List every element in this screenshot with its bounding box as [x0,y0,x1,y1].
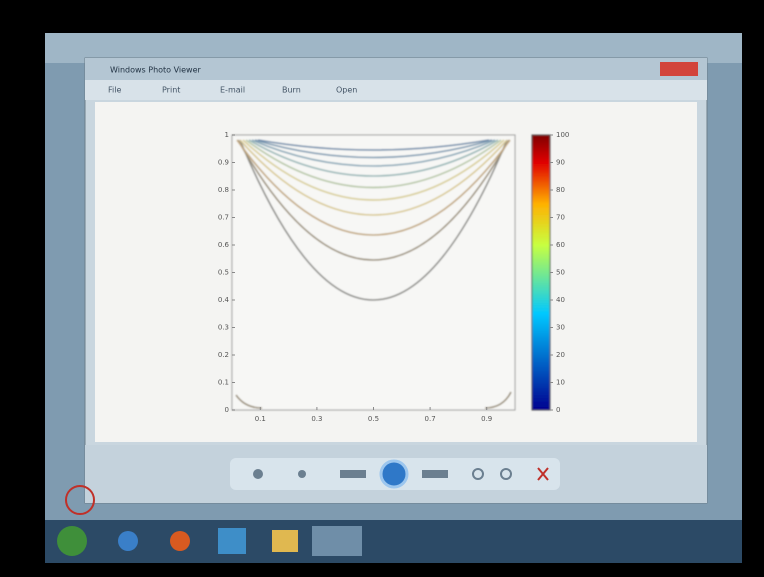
y-tick-label: 0.2 [218,351,229,359]
menu-item[interactable]: File [108,86,121,95]
menu-item[interactable]: E-mail [220,86,245,95]
app-icon[interactable] [218,528,246,554]
x-tick-label: 0.3 [311,415,322,423]
y-tick-label: 0.5 [218,269,229,277]
next-button[interactable] [422,470,448,478]
x-tick-label: 0.5 [368,415,379,423]
window-title: Windows Photo Viewer [110,66,202,75]
menu-item[interactable]: Open [336,86,357,95]
colorbar-tick-label: 70 [556,214,565,222]
close-button[interactable] [660,62,698,76]
previous-button[interactable] [340,470,366,478]
menu-item[interactable]: Print [162,86,180,95]
y-tick-label: 0.9 [218,159,229,167]
colorbar-tick-label: 10 [556,379,565,387]
colorbar-tick-label: 100 [556,131,569,139]
plot-image [232,135,550,410]
page: Windows Photo Viewer File Print E-mail Burn… [0,0,764,577]
y-tick-label: 0.3 [218,324,229,332]
photo-viewer-task[interactable] [312,526,362,556]
taskbar [45,520,742,563]
y-tick-label: 0.1 [218,379,229,387]
y-tick-label: 0.8 [218,186,229,194]
zoom-button[interactable] [253,469,263,479]
y-tick-label: 0 [225,406,229,414]
ie-icon[interactable] [118,531,138,551]
x-tick-label: 0.7 [425,415,436,423]
x-tick-label: 0.9 [481,415,492,423]
y-tick-label: 0.6 [218,241,230,249]
colorbar-tick-label: 80 [556,186,565,194]
colorbar-tick-label: 50 [556,269,565,277]
colorbar-tick-label: 90 [556,159,565,167]
colorbar-tick-label: 30 [556,324,565,332]
start-button[interactable] [57,526,87,556]
slideshow-button[interactable] [381,461,407,487]
colorbar [532,135,550,410]
colorbar-tick-label: 60 [556,241,565,249]
x-tick-label: 0.1 [255,415,266,423]
menu-item[interactable]: Burn [282,86,301,95]
firefox-icon[interactable] [170,531,190,551]
colorbar-tick-label: 0 [556,406,560,414]
y-tick-label: 0.7 [218,214,229,222]
y-tick-label: 1 [225,131,229,139]
colorbar-tick-label: 40 [556,296,565,304]
colorbar-tick-label: 20 [556,351,565,359]
screen: Windows Photo Viewer File Print E-mail Burn… [0,0,764,577]
explorer-icon[interactable] [272,530,298,552]
fit-button[interactable] [298,470,306,478]
y-tick-label: 0.4 [218,296,230,304]
